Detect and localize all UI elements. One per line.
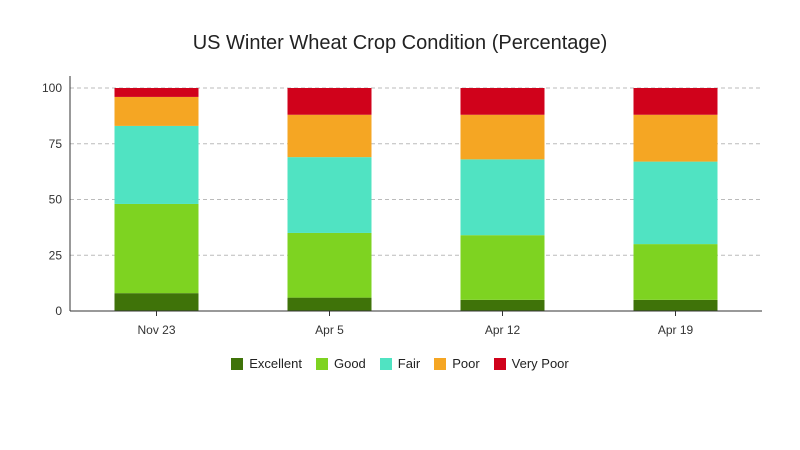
x-tick-label: Apr 5 xyxy=(315,323,344,337)
legend-label: Excellent xyxy=(249,356,302,371)
bar-segment-good xyxy=(460,235,545,300)
legend-label: Poor xyxy=(452,356,480,371)
legend-swatch xyxy=(315,357,328,370)
bar-segment-good xyxy=(633,244,718,300)
legend-swatch xyxy=(434,357,447,370)
legend-label: Very Poor xyxy=(511,356,569,371)
legend-item-very-poor: Very Poor xyxy=(493,356,569,371)
bar-segment-very-poor xyxy=(460,88,545,115)
bar-segment-excellent xyxy=(114,293,199,311)
legend-label: Good xyxy=(333,356,366,371)
y-tick-label: 100 xyxy=(42,81,62,95)
legend-item-excellent: Excellent xyxy=(231,356,302,371)
y-tick-label: 25 xyxy=(49,248,63,262)
legend-swatch xyxy=(493,357,506,370)
legend-item-fair: Fair xyxy=(379,356,421,371)
bar-segment-fair xyxy=(287,157,372,233)
bar-segment-very-poor xyxy=(287,88,372,115)
bar-segment-fair xyxy=(633,161,718,245)
axes: 0 25 50 75 100 Nov 23 Apr 5 Apr 12 Apr 19 xyxy=(42,76,762,337)
bar-segment-very-poor xyxy=(114,88,199,97)
legend-item-good: Good xyxy=(315,356,366,371)
bar-segment-poor xyxy=(114,96,199,126)
legend-swatch xyxy=(379,357,392,370)
bar-segment-very-poor xyxy=(633,88,718,115)
bar-segment-poor xyxy=(633,114,718,162)
chart-title: US Winter Wheat Crop Condition (Percenta… xyxy=(192,32,608,54)
bar-segment-excellent xyxy=(633,299,718,311)
bar-segment-fair xyxy=(114,125,199,204)
legend-swatch xyxy=(231,357,244,370)
bar-segment-poor xyxy=(287,114,372,158)
bar-segment-poor xyxy=(460,114,545,160)
bar-segment-fair xyxy=(460,159,545,236)
legend: Excellent Good Fair Poor Very Poor xyxy=(0,356,800,371)
bar-segment-excellent xyxy=(460,299,545,311)
bar-segment-good xyxy=(114,203,199,294)
legend-label: Fair xyxy=(397,356,421,371)
y-tick-label: 75 xyxy=(49,137,63,151)
x-tick-label: Nov 23 xyxy=(137,323,175,337)
bar-stacks xyxy=(114,88,718,311)
y-tick-label: 0 xyxy=(55,304,62,318)
x-tick-label: Apr 19 xyxy=(658,323,694,337)
y-tick-label: 50 xyxy=(49,193,63,207)
x-tick-label: Apr 12 xyxy=(485,323,521,337)
bar-segment-excellent xyxy=(287,297,372,311)
bar-segment-good xyxy=(287,232,372,298)
legend-item-poor: Poor xyxy=(434,356,480,371)
